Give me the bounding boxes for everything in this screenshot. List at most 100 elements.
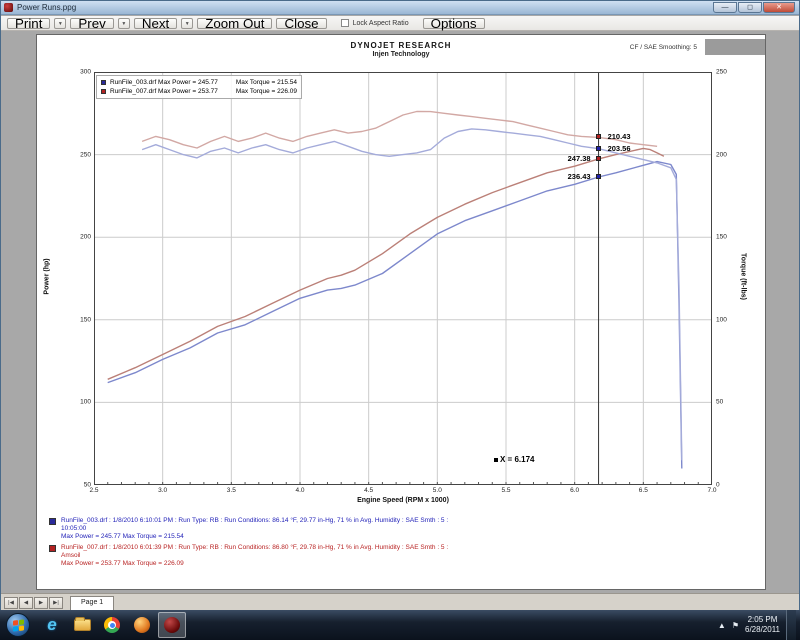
cursor-marker [595,145,601,151]
prev-dropdown[interactable]: ▼ [117,17,130,29]
tab-page-1[interactable]: Page 1 [70,595,115,610]
cursor-readout-value: 210.43 [607,132,631,142]
plot-canvas [94,72,712,485]
right-y-tick-label: 200 [716,151,727,159]
run-note-line: Max Power = 245.77 Max Torque = 215.54 [61,533,184,540]
prev-page-button[interactable]: ◀ [19,596,33,609]
folder-icon [73,617,91,631]
chart-page: DYNOJET RESEARCH Injen Technology CF / S… [36,34,766,590]
options-button[interactable]: Options [422,16,485,30]
x-tick-label: 4.0 [295,487,305,494]
right-y-tick-label: 0 [716,481,720,489]
close-graph-button[interactable]: Close [276,16,327,30]
first-page-button[interactable]: |◀ [4,596,18,609]
show-desktop-button[interactable] [786,610,796,640]
run-note-line: RunFile_007.drf : 1/8/2010 6:01:39 PM : … [61,544,449,551]
maximize-button[interactable]: ◻ [738,2,762,13]
legend-swatch-red [101,89,106,94]
cursor-x-readout: X = 6.174 [494,455,534,464]
print-dropdown[interactable]: ▼ [54,17,67,29]
windows-flag-icon [13,619,24,632]
x-tick-label: 4.5 [364,487,374,494]
right-y-tick-label: 250 [716,68,727,76]
tray-overflow-icon[interactable]: ▲ [717,620,726,630]
toolbar: Print ▼ Prev ▼ Next ▼ Zoom Out Close Loc… [1,16,799,31]
cursor-marker-icon [494,458,498,462]
next-button[interactable]: Next [133,16,178,30]
clock-time: 2:05 PM [747,615,778,624]
media-player-icon [134,617,150,633]
right-axis-title: Torque (ft-lbs) [739,253,747,300]
lock-aspect-checkbox[interactable] [340,19,349,27]
close-button[interactable]: ✕ [763,2,795,13]
legend-text: RunFile_003.drf Max Power = 245.77 [110,79,218,86]
left-y-tick-label: 200 [80,233,91,241]
taskbar-item-ie[interactable]: e [38,612,66,638]
taskbar-item-explorer[interactable] [68,612,96,638]
x-tick-label: 3.5 [226,487,236,494]
x-tick-label: 6.5 [638,487,648,494]
legend-text: Max Torque = 215.54 [235,79,297,86]
series-runfile-007-drf-torque [141,110,658,149]
run-swatch-blue-icon [49,518,56,525]
taskbar-item-media[interactable] [128,612,156,638]
run-note-line: 10:05:00 [61,525,87,532]
start-button[interactable] [6,613,30,637]
plot-border [94,72,712,485]
cursor-readout-value: 203.56 [607,143,631,153]
left-y-tick-label: 100 [80,398,91,406]
x-tick-label: 5.0 [432,487,442,494]
cursor-readout-value: 236.43 [567,172,591,182]
x-tick-label: 6.0 [570,487,580,494]
legend-text: Max Torque = 226.09 [235,88,297,95]
page-subtitle: Injen Technology [372,51,430,58]
right-y-tick-label: 50 [716,398,724,406]
left-axis-title: Power (hp) [43,258,51,295]
minimize-button[interactable]: — [713,2,737,13]
last-page-button[interactable]: ▶| [49,596,63,609]
run-note-line: Max Power = 253.77 Max Torque = 226.09 [61,560,184,567]
left-y-tick-label: 250 [80,151,91,159]
print-button[interactable]: Print [7,16,51,30]
title-bar[interactable]: Power Runs.ppg — ◻ ✕ [1,1,799,15]
left-y-tick-label: 300 [80,68,91,76]
run-swatch-red-icon [49,545,56,552]
correction-smoothing-label: CF / SAE Smoothing: 5 [629,44,697,51]
dyno-plot[interactable]: RunFile_003.drf Max Power = 245.77 Max T… [94,72,712,485]
taskbar-clock[interactable]: 2:05 PM 6/28/2011 [745,615,780,635]
run-note-line: Amsoil [61,552,81,559]
taskbar-item-chrome[interactable] [98,612,126,638]
run-note-blue: RunFile_003.drf : 1/8/2010 6:10:01 PM : … [49,517,755,541]
page-title: DYNOJET RESEARCH [350,41,452,50]
next-dropdown[interactable]: ▼ [181,17,194,29]
taskbar: e ▲ ⚑ 2:05 PM 6/28/2011 [0,610,800,640]
internet-explorer-icon: e [47,615,57,634]
right-y-tick-label: 100 [716,316,727,324]
next-page-button[interactable]: ▶ [34,596,48,609]
taskbar-item-winpep-active[interactable] [158,612,186,638]
clock-date: 6/28/2011 [745,625,780,634]
system-tray: ▲ ⚑ 2:05 PM 6/28/2011 [718,610,800,640]
tray-flag-icon[interactable]: ⚑ [731,620,739,630]
x-tick-label: 7.0 [707,487,717,494]
cursor-marker [595,134,601,140]
app-icon [4,3,13,12]
prev-button[interactable]: Prev [70,16,114,30]
left-y-tick-label: 150 [80,316,91,324]
chrome-icon [104,617,120,633]
app-window: Power Runs.ppg — ◻ ✕ Print ▼ Prev ▼ Next… [0,0,800,611]
cursor-readout-value: 247.38 [567,153,591,163]
page-tab-bar: |◀ ◀ ▶ ▶| Page 1 [1,593,799,611]
legend: RunFile_003.drf Max Power = 245.77 Max T… [96,75,302,99]
lock-aspect-label: Lock Aspect Ratio [352,19,409,27]
x-tick-label: 2.5 [89,487,99,494]
zoom-out-button[interactable]: Zoom Out [197,16,273,30]
series-runfile-003-drf-torque [141,128,683,461]
window-title: Power Runs.ppg [17,3,77,12]
x-axis-title: Engine Speed (RPM x 1000) [357,497,449,504]
x-tick-label: 3.0 [158,487,168,494]
legend-swatch-blue [101,80,106,85]
run-note-red: RunFile_007.drf : 1/8/2010 6:01:39 PM : … [49,544,755,568]
left-y-tick-label: 50 [83,481,91,489]
right-y-tick-label: 150 [716,233,727,241]
